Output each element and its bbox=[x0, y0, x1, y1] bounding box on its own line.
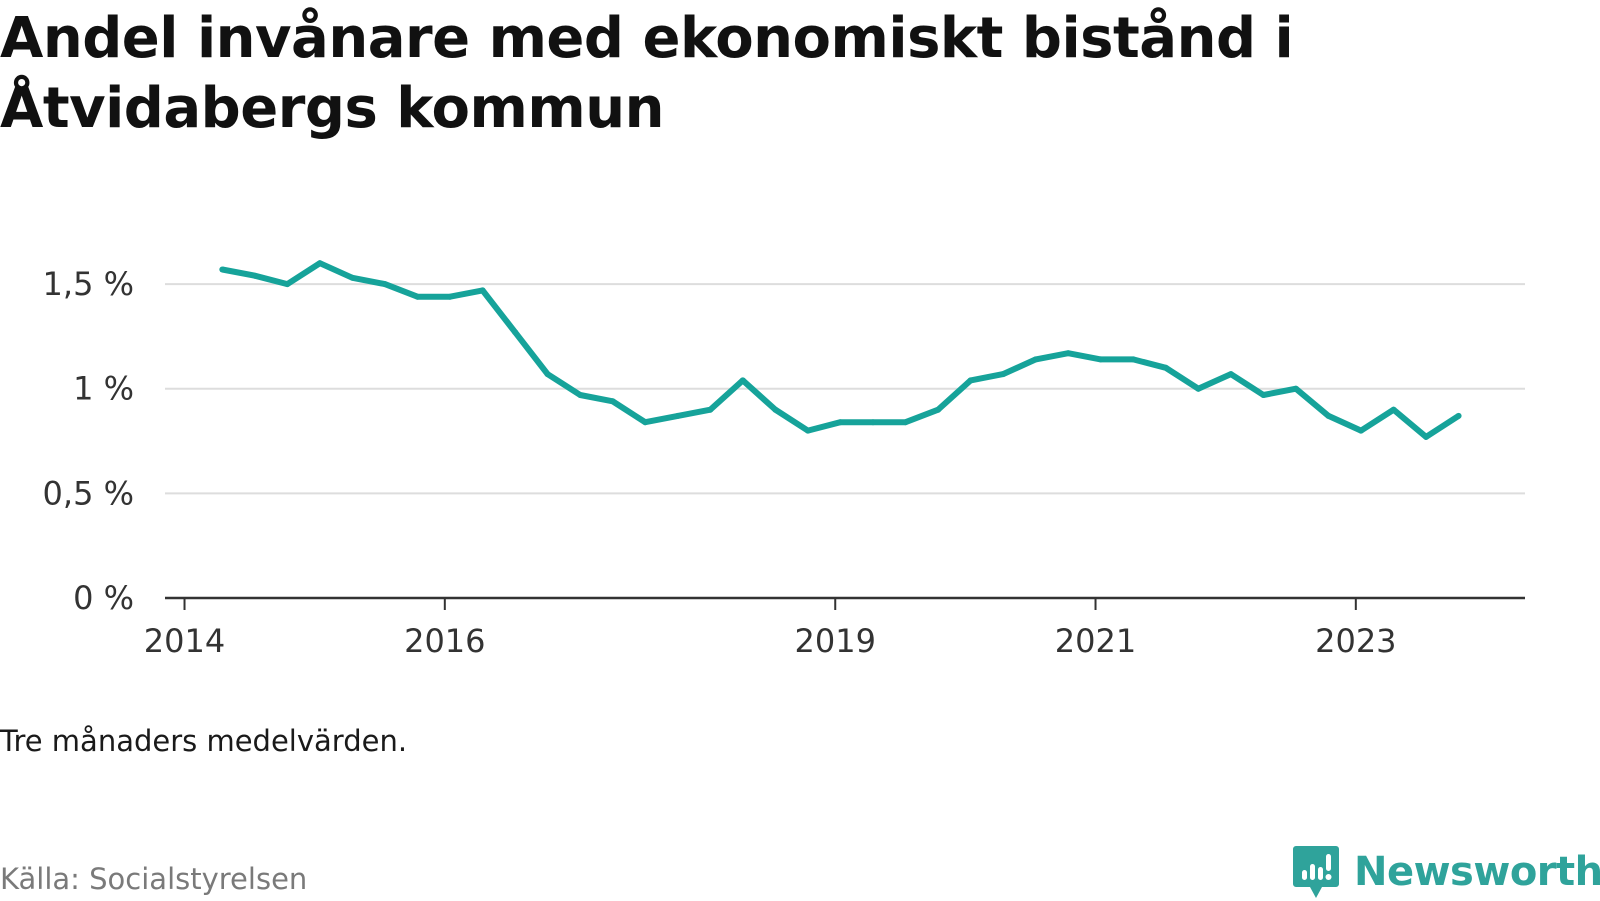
y-tick-label: 0,5 % bbox=[43, 474, 134, 512]
series-layer bbox=[219, 260, 1462, 440]
data-point bbox=[1358, 427, 1364, 434]
data-point bbox=[1227, 371, 1234, 378]
x-axis-labels: 2014 2016 2019 2021 2023 bbox=[144, 622, 1397, 660]
data-point bbox=[935, 406, 942, 413]
data-point bbox=[1130, 356, 1137, 363]
data-point bbox=[1455, 412, 1462, 419]
y-tick-label: 0 % bbox=[73, 579, 134, 617]
data-point bbox=[739, 377, 746, 384]
data-point bbox=[251, 272, 258, 279]
data-point bbox=[381, 281, 388, 288]
data-point bbox=[316, 260, 323, 267]
source-credit: Källa: Socialstyrelsen bbox=[0, 862, 308, 896]
brand-logo: Newsworthy bbox=[1292, 843, 1600, 901]
data-point bbox=[870, 419, 876, 426]
data-point bbox=[219, 266, 226, 273]
data-point bbox=[1065, 350, 1072, 357]
data-point bbox=[674, 412, 681, 419]
data-point bbox=[284, 281, 291, 288]
newsworthy-logo-icon bbox=[1293, 846, 1339, 898]
data-point bbox=[544, 371, 551, 378]
data-point bbox=[1195, 385, 1202, 392]
data-point bbox=[609, 398, 616, 405]
data-point bbox=[512, 329, 519, 336]
data-point bbox=[1390, 406, 1397, 413]
data-point bbox=[1000, 371, 1007, 378]
x-axis bbox=[165, 596, 1525, 610]
x-tick-label: 2016 bbox=[404, 622, 485, 660]
data-point bbox=[1292, 385, 1299, 392]
y-axis-labels: 0 % 0,5 % 1 % 1,5 % bbox=[43, 265, 134, 617]
brand-name: Newsworthy bbox=[1354, 849, 1600, 895]
data-point bbox=[967, 377, 974, 384]
data-point bbox=[447, 293, 453, 300]
data-point bbox=[804, 427, 811, 434]
y-tick-label: 1 % bbox=[73, 370, 134, 408]
series-line bbox=[221, 260, 1461, 440]
data-point bbox=[479, 287, 486, 294]
data-point bbox=[1097, 356, 1104, 363]
data-point bbox=[577, 392, 584, 398]
x-tick-label: 2023 bbox=[1315, 622, 1396, 660]
data-point bbox=[707, 406, 714, 413]
x-tick-label: 2021 bbox=[1055, 622, 1136, 660]
y-tick-label: 1,5 % bbox=[43, 265, 134, 303]
chart-note: Tre månaders medelvärden. bbox=[0, 724, 408, 758]
grid-lines bbox=[165, 283, 1525, 495]
data-point bbox=[902, 419, 909, 426]
data-point bbox=[349, 274, 356, 281]
data-point bbox=[1325, 412, 1332, 419]
data-point bbox=[414, 293, 421, 300]
data-point bbox=[1032, 356, 1039, 363]
data-point bbox=[1162, 364, 1169, 371]
x-tick-label: 2014 bbox=[144, 622, 225, 660]
data-point bbox=[1423, 433, 1430, 440]
x-tick-label: 2019 bbox=[795, 622, 876, 660]
data-point bbox=[642, 419, 649, 426]
data-point bbox=[837, 419, 844, 426]
chart-title: Andel invånare med ekonomiskt bistånd i … bbox=[0, 6, 1294, 141]
data-point bbox=[772, 406, 779, 413]
data-point bbox=[1260, 392, 1267, 398]
